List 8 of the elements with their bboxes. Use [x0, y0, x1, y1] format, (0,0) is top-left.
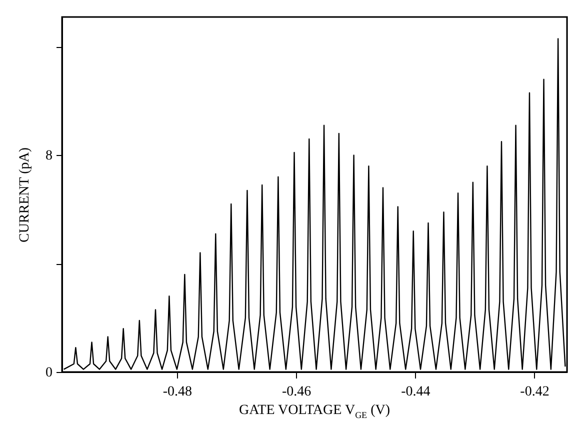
y-axis-title: CURRENT (pA) [18, 147, 32, 243]
x-tick-label: -0.44 [401, 384, 430, 400]
x-axis-title: GATE VOLTAGE V$_{GE}$ (V) [238, 403, 391, 420]
y-tick-label: 8 [46, 148, 52, 164]
x-tick-label: -0.48 [162, 384, 192, 400]
x-tick-label: -0.46 [282, 384, 312, 400]
x-tick-label: -0.42 [520, 384, 550, 400]
y-tick-label: 0 [46, 366, 52, 380]
